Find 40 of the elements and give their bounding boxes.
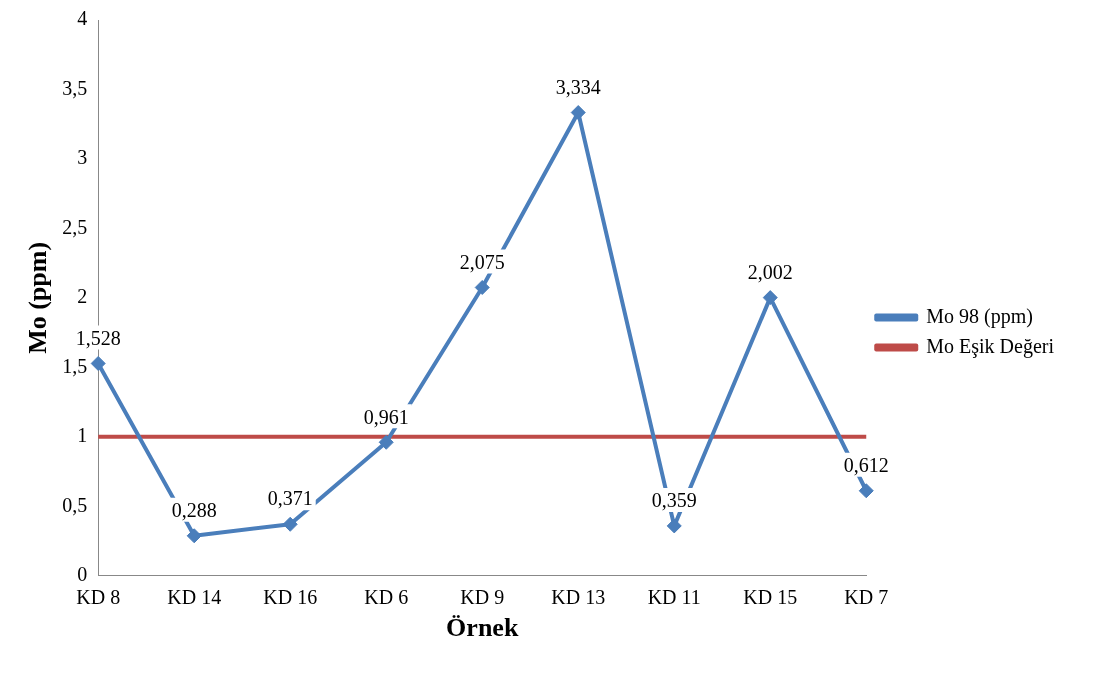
y-axis-title: Mo (ppm): [23, 241, 53, 354]
y-tick-label: 4: [77, 7, 88, 30]
point: [378, 434, 394, 450]
x-tick-label: KD 7: [844, 586, 889, 609]
point: [90, 355, 106, 371]
data-label: 0,612: [843, 454, 889, 477]
y-tick-label: 1: [77, 424, 88, 447]
point: [186, 528, 202, 544]
point: [666, 518, 682, 534]
x-tick-label: KD 14: [167, 586, 222, 609]
y-tick-label: 1,5: [62, 354, 88, 377]
legend-label: Mo Eşik Değeri: [926, 334, 1055, 358]
y-tick-label: 0,5: [62, 493, 88, 516]
data-label: 0,359: [651, 489, 697, 512]
data-label: 2,075: [459, 250, 505, 273]
y-tick-label: 0: [77, 563, 88, 586]
point: [474, 279, 490, 295]
x-tick-label: KD 6: [364, 586, 409, 609]
y-tick-label: 2,5: [62, 215, 88, 238]
x-tick-label: KD 16: [263, 586, 318, 609]
x-tick-label: KD 8: [76, 586, 121, 609]
y-tick-label: 2: [77, 285, 88, 308]
data-label: 0,288: [171, 499, 217, 522]
y-tick-label: 3,5: [62, 76, 88, 99]
legend-label: Mo 98 (ppm): [926, 304, 1033, 328]
point: [570, 105, 586, 121]
x-tick-label: KD 15: [743, 586, 798, 609]
point: [762, 290, 778, 306]
x-tick-label: KD 9: [460, 586, 505, 609]
data-label: 1,528: [75, 326, 121, 349]
point: [858, 483, 874, 499]
x-tick-label: KD 13: [551, 586, 606, 609]
data-label: 0,961: [363, 405, 409, 428]
x-axis-title: Örnek: [446, 613, 519, 643]
x-tick-label: KD 11: [647, 586, 701, 609]
data-label: 2,002: [747, 260, 793, 283]
point: [282, 516, 298, 532]
data-label: 3,334: [555, 75, 601, 98]
y-tick-label: 3: [77, 146, 88, 169]
data-label: 0,371: [267, 487, 313, 510]
